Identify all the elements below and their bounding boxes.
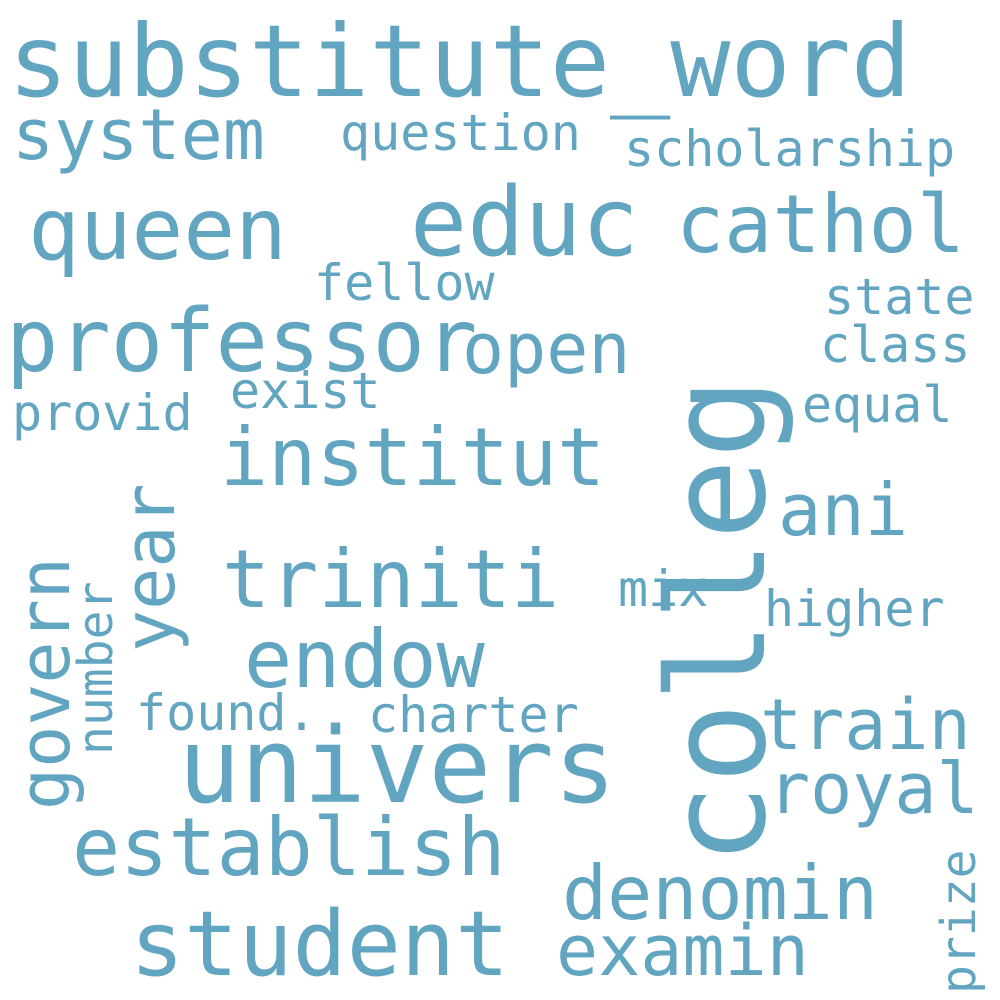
word-student: student: [130, 892, 510, 997]
word-scholarship: scholarship: [624, 120, 956, 178]
word-number: number: [68, 581, 124, 755]
word-educ: educ: [410, 168, 639, 278]
word-year: year: [109, 483, 191, 652]
word-institut: institut: [220, 411, 606, 504]
word-denomin: denomin: [562, 849, 879, 937]
word-higher: higher: [764, 580, 945, 638]
word-triniti: triniti: [222, 533, 560, 626]
word-royal: royal: [768, 748, 979, 830]
word-prize: prize: [931, 849, 987, 995]
word-queen: queen: [28, 180, 287, 280]
word-provid: provid: [12, 384, 193, 442]
word-colleg: colleg: [639, 377, 796, 865]
word-system: system: [12, 94, 265, 176]
word-professor: professor: [6, 290, 478, 392]
word-examin: examin: [556, 910, 809, 992]
word-charter: charter: [368, 686, 579, 744]
word-open: open: [462, 308, 631, 390]
word-state: state: [824, 268, 975, 326]
word-establish: establish: [72, 801, 506, 894]
word-endow: endow: [244, 613, 485, 706]
word-train: train: [760, 684, 971, 766]
word-exist: exist: [230, 362, 381, 420]
word-question: question: [340, 104, 581, 162]
word-substitute-word: substitute_word: [8, 3, 912, 120]
word-class: class: [820, 316, 971, 374]
word-ani: ani: [778, 468, 909, 552]
word-mix: mix: [618, 560, 709, 618]
word-fellow: fellow: [314, 254, 495, 312]
word-equal: equal: [802, 376, 953, 434]
word-found: found.: [136, 684, 317, 742]
word-cathol: cathol: [676, 178, 965, 271]
word-univers: univers: [178, 705, 617, 827]
